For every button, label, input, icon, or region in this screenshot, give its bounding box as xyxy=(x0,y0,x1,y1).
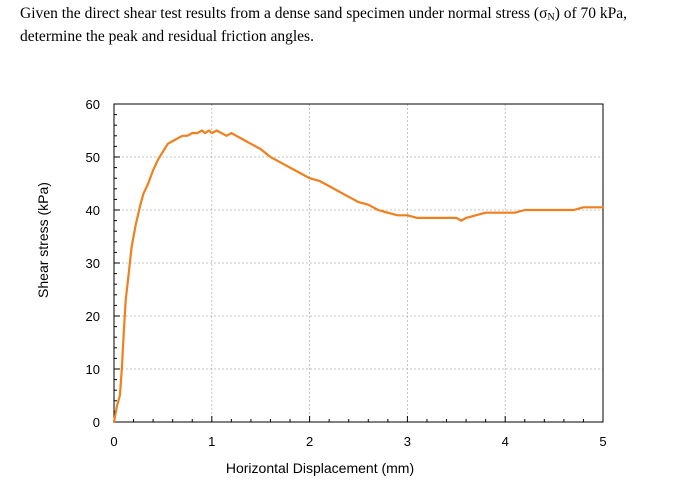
y-tick-label: 10 xyxy=(86,362,100,377)
y-tick-label: 40 xyxy=(86,203,100,218)
question-line-1-text: Given the direct shear test results from… xyxy=(20,5,548,22)
y-tick-label: 30 xyxy=(86,256,100,271)
question-line-1: Given the direct shear test results from… xyxy=(20,4,670,27)
x-tick-label: 5 xyxy=(599,434,606,449)
sigma-subscript: N xyxy=(547,12,555,23)
y-axis-title: Shear stress (kPa) xyxy=(35,182,51,298)
question-text: Given the direct shear test results from… xyxy=(20,4,670,46)
y-tick-label: 0 xyxy=(93,415,100,430)
y-tick-label: 50 xyxy=(86,150,100,165)
series-layer xyxy=(112,129,605,424)
x-tick-label: 2 xyxy=(306,434,313,449)
y-tick-label: 20 xyxy=(86,309,100,324)
x-tick-label: 1 xyxy=(208,434,215,449)
x-tick-label: 0 xyxy=(110,434,117,449)
x-tick-label: 3 xyxy=(404,434,411,449)
question-line-2: determine the peak and residual friction… xyxy=(20,28,314,45)
y-tick-label: 60 xyxy=(86,97,100,112)
question-line-1-end: ) of 70 kPa, xyxy=(554,5,628,22)
shear-stress-series-line xyxy=(112,129,605,424)
x-tick-label: 4 xyxy=(502,434,509,449)
x-axis-title: Horizontal Displacement (mm) xyxy=(226,460,414,476)
gridlines xyxy=(114,104,603,422)
